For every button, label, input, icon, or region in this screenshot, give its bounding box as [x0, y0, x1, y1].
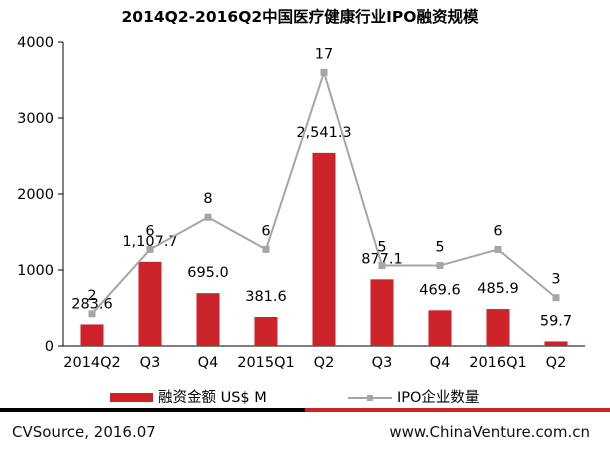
line-data-label: 17 — [315, 46, 333, 62]
bar-data-label: 877.1 — [361, 251, 403, 267]
footer-rule-black — [0, 408, 305, 412]
line-point — [88, 310, 96, 318]
x-tick-label: 2016Q1 — [469, 355, 527, 371]
line-point — [552, 294, 560, 302]
line-data-label: 5 — [377, 240, 386, 256]
chart-title: 2014Q2-2016Q2中国医疗健康行业IPO融资规模 — [122, 7, 479, 26]
bar — [544, 341, 568, 346]
bar — [428, 310, 452, 346]
y-tick-label: 3000 — [17, 111, 54, 127]
footer-source: CVSource, 2016.07 — [12, 423, 156, 441]
legend-line-marker — [367, 395, 373, 401]
x-tick-label: Q4 — [430, 355, 451, 371]
bar — [80, 324, 104, 346]
bar — [370, 279, 394, 346]
y-tick-label: 4000 — [17, 35, 54, 51]
footer-rule-red — [305, 408, 610, 412]
bar-series: 283.6 1,107.7 695.0 381.6 2,541.3 877.1 469.6 4… — [71, 125, 572, 346]
bar-data-label: 381.6 — [245, 289, 287, 305]
line-point — [146, 245, 154, 253]
bar — [138, 261, 162, 346]
y-tick-label: 1000 — [17, 263, 54, 279]
line-series: 2 6 8 6 17 5 5 6 3 — [87, 46, 561, 318]
line-data-label: 6 — [261, 223, 270, 239]
bar-data-label: 59.7 — [540, 313, 572, 329]
legend-line-label: IPO企业数量 — [397, 388, 479, 406]
y-tick-label: 2000 — [17, 187, 54, 203]
line-point — [320, 68, 328, 76]
bar — [486, 309, 510, 346]
legend-bar-label: 融资金额 US$ M — [158, 389, 267, 406]
bar-data-label: 695.0 — [187, 265, 229, 281]
x-ticks: 2014Q2 Q3 Q4 2015Q1 Q2 Q3 Q4 2016Q1 Q2 — [63, 355, 566, 371]
line-data-label: 8 — [203, 191, 212, 207]
line-data-label: 3 — [551, 272, 560, 288]
line-point — [436, 262, 444, 270]
line-data-label: 6 — [493, 223, 502, 239]
x-tick-label: Q3 — [372, 355, 393, 371]
x-tick-label: Q4 — [198, 355, 219, 371]
line-data-label: 2 — [87, 288, 96, 304]
x-tick-label: Q2 — [546, 355, 567, 371]
legend-bar-swatch — [110, 393, 153, 402]
line-point — [378, 262, 386, 270]
bar-data-label: 283.6 — [71, 296, 113, 312]
bar-data-label: 1,107.7 — [122, 234, 177, 250]
line-point — [262, 245, 270, 253]
x-tick-label: Q2 — [314, 355, 335, 371]
footer-website: www.ChinaVenture.com.cn — [389, 423, 590, 441]
legend: 融资金额 US$ M IPO企业数量 — [110, 388, 479, 406]
x-tick-label: 2015Q1 — [237, 355, 295, 371]
bar-data-label: 485.9 — [477, 281, 519, 297]
line-point — [494, 245, 502, 253]
x-tick-label: 2014Q2 — [63, 355, 121, 371]
bar-data-label: 2,541.3 — [296, 125, 351, 141]
y-tick-label: 0 — [45, 339, 54, 355]
line-data-label: 5 — [435, 240, 444, 256]
bar-data-label: 469.6 — [419, 282, 461, 298]
x-tick-label: Q3 — [140, 355, 161, 371]
bar — [196, 293, 220, 346]
line-point — [204, 213, 212, 221]
bar — [254, 316, 278, 346]
bar — [312, 152, 336, 346]
y-ticks: 0 1000 2000 3000 4000 — [17, 35, 63, 355]
line-data-label: 6 — [145, 223, 154, 239]
